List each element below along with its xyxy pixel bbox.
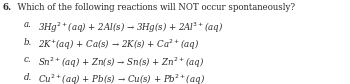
- Text: d.: d.: [24, 73, 32, 82]
- Text: c.: c.: [24, 55, 32, 64]
- Text: Sn$^{2+}$(aq) + Zn(s) → Sn(s) + Zn$^{2+}$(aq): Sn$^{2+}$(aq) + Zn(s) → Sn(s) + Zn$^{2+}…: [38, 55, 204, 70]
- Text: 6.: 6.: [3, 3, 12, 12]
- Text: a.: a.: [24, 20, 32, 29]
- Text: Cu$^{2+}$(aq) + Pb(s) → Cu(s) + Pb$^{2+}$(aq): Cu$^{2+}$(aq) + Pb(s) → Cu(s) + Pb$^{2+}…: [38, 73, 205, 84]
- Text: b.: b.: [24, 38, 32, 47]
- Text: 2K$^{+}$(aq) + Ca(s) → 2K(s) + Ca$^{2+}$(aq): 2K$^{+}$(aq) + Ca(s) → 2K(s) + Ca$^{2+}$…: [38, 38, 199, 52]
- Text: Which of the following reactions will NOT occur spontaneously?: Which of the following reactions will NO…: [12, 3, 295, 12]
- Text: 3Hg$^{2+}$(aq) + 2Al(s) → 3Hg(s) + 2Al$^{3+}$(aq): 3Hg$^{2+}$(aq) + 2Al(s) → 3Hg(s) + 2Al$^…: [38, 20, 223, 35]
